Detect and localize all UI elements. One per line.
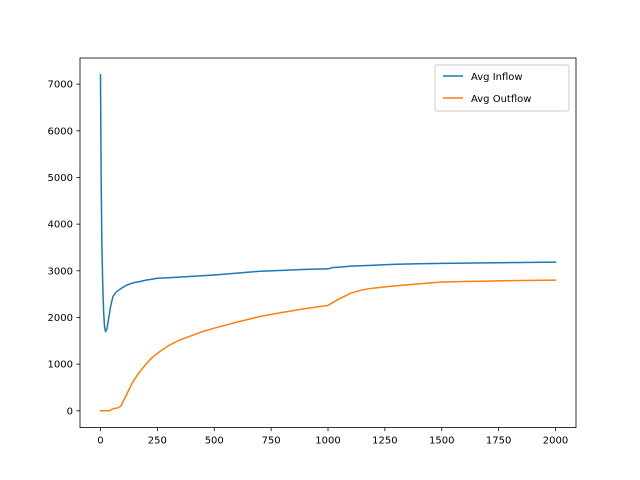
x-tick-label: 500 [205, 436, 224, 447]
y-tick-label: 1000 [48, 360, 73, 371]
y-tick-label: 6000 [48, 126, 73, 137]
legend-label-avg-outflow: Avg Outflow [471, 94, 531, 105]
y-axis: 0 1000 2000 3000 4000 5000 6000 7000 [48, 80, 80, 417]
y-tick-label: 4000 [48, 220, 73, 231]
x-tick-label: 750 [262, 436, 281, 447]
x-tick-label: 1500 [429, 436, 454, 447]
x-tick-label: 1250 [372, 436, 397, 447]
x-tick-label: 2000 [543, 436, 568, 447]
y-tick-label: 3000 [48, 266, 73, 277]
series-line-avg-inflow [99, 74, 557, 333]
y-tick-label: 7000 [48, 80, 73, 91]
x-tick-label: 250 [148, 436, 167, 447]
series-line-avg-outflow [99, 279, 557, 412]
legend-box [434, 64, 570, 112]
y-tick-label: 0 [67, 406, 73, 417]
series-layer [99, 74, 557, 412]
x-axis: 0 250 500 750 1000 1250 1500 1750 2000 [97, 427, 568, 447]
legend-label-avg-inflow: Avg Inflow [471, 72, 523, 83]
x-tick-label: 1000 [315, 436, 340, 447]
x-tick-label: 0 [97, 436, 103, 447]
x-tick-label: 1750 [486, 436, 511, 447]
legend: Avg Inflow Avg Outflow [434, 64, 570, 112]
y-tick-label: 2000 [48, 313, 73, 324]
y-tick-label: 5000 [48, 173, 73, 184]
